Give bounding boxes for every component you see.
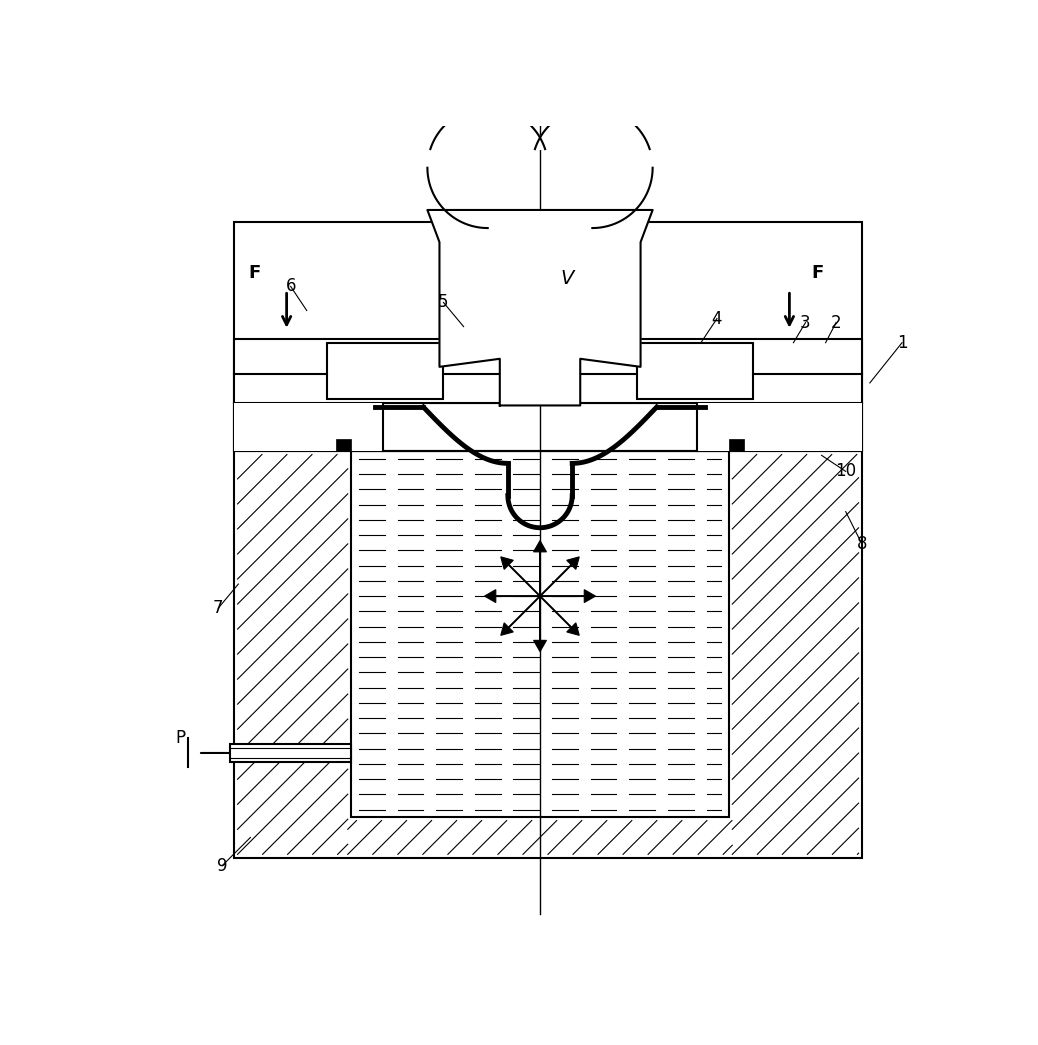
FancyArrow shape [485, 589, 540, 603]
Text: F: F [248, 264, 261, 282]
Text: F: F [812, 264, 824, 282]
FancyArrow shape [500, 557, 541, 597]
Text: 10: 10 [836, 463, 856, 481]
FancyArrow shape [534, 540, 546, 596]
Bar [235, 403, 383, 451]
FancyArrow shape [534, 596, 546, 652]
Text: V: V [561, 269, 574, 287]
FancyArrow shape [540, 589, 596, 603]
Bar [636, 343, 754, 399]
Polygon shape [431, 108, 545, 149]
Text: 7: 7 [213, 599, 223, 618]
Polygon shape [428, 210, 653, 405]
Text: 1: 1 [897, 333, 907, 352]
Bar [351, 451, 729, 817]
Text: 2: 2 [830, 314, 842, 331]
Bar [336, 439, 351, 451]
Bar [235, 339, 862, 403]
Text: 5: 5 [438, 294, 448, 311]
Bar [230, 744, 351, 762]
Bar [696, 403, 862, 451]
Text: 9: 9 [217, 857, 227, 875]
Bar [235, 222, 862, 858]
Bar [235, 403, 862, 451]
Text: 8: 8 [856, 535, 867, 553]
Bar [729, 439, 743, 451]
Text: 4: 4 [712, 309, 722, 327]
Text: P: P [175, 728, 186, 746]
Text: 3: 3 [800, 314, 811, 331]
FancyArrow shape [500, 596, 541, 635]
Text: 6: 6 [285, 277, 296, 296]
Polygon shape [535, 108, 650, 149]
FancyArrow shape [540, 557, 579, 597]
FancyArrow shape [540, 596, 579, 635]
Bar [327, 343, 443, 399]
